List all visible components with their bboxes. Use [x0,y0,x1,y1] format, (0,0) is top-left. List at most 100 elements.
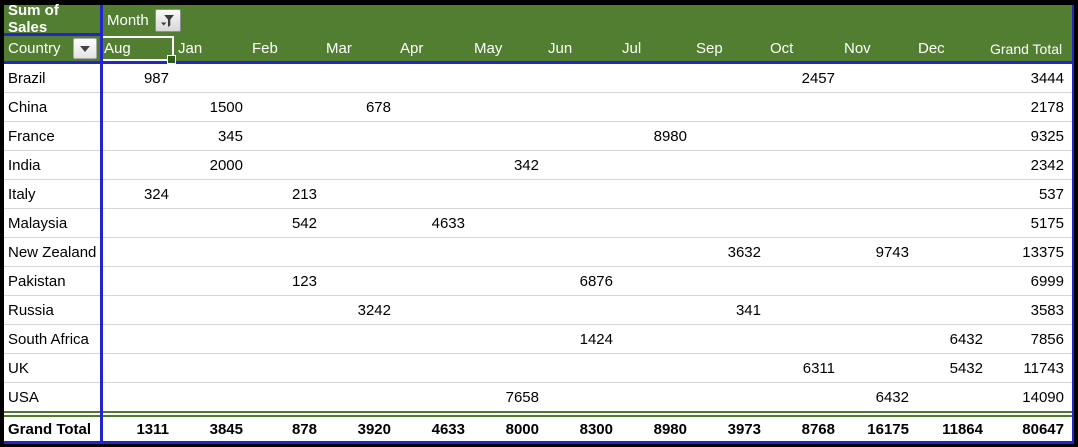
value-cell[interactable] [544,209,618,237]
value-cell[interactable] [174,209,248,237]
grand-total-value-cell[interactable]: 3920 [357,420,391,438]
value-cell[interactable] [692,209,766,237]
value-cell[interactable] [322,64,396,92]
row-total-cell[interactable]: 6999 [1030,272,1064,290]
row-total-cell[interactable]: 5175 [1030,214,1064,232]
value-cell[interactable] [100,209,174,237]
value-cell[interactable] [470,209,544,237]
value-cell[interactable] [618,354,692,382]
grand-total-value-cell[interactable]: 8980 [653,420,687,438]
value-cell[interactable]: 2457 [801,69,835,87]
grand-total-value-cell[interactable]: 8768 [801,420,835,438]
value-cell[interactable] [322,238,396,266]
column-header-dec[interactable]: Dec [918,40,945,57]
value-cell[interactable] [470,296,544,324]
value-cell[interactable] [692,383,766,411]
value-cell[interactable] [618,180,692,208]
value-cell[interactable] [914,296,988,324]
value-cell[interactable] [248,93,322,121]
column-field-cell[interactable]: Month [100,5,1072,36]
grand-total-value-cell[interactable]: 4633 [431,420,465,438]
value-cell[interactable] [692,180,766,208]
value-cell[interactable] [470,325,544,353]
value-cell[interactable]: 324 [143,185,169,203]
value-cell[interactable] [618,238,692,266]
value-cell[interactable]: 213 [291,185,317,203]
value-cell[interactable] [914,93,988,121]
value-cell[interactable] [692,93,766,121]
value-cell[interactable] [544,354,618,382]
value-cell[interactable] [470,122,544,150]
value-cell[interactable] [470,238,544,266]
value-cell[interactable] [396,383,470,411]
grand-total-value-cell[interactable]: 878 [291,420,317,438]
value-cell[interactable] [914,267,988,295]
value-cell[interactable] [100,267,174,295]
row-label-new-zealand[interactable]: New Zealand [8,243,97,261]
row-total-cell[interactable]: 13375 [1022,243,1064,261]
value-cell[interactable] [840,64,914,92]
value-cell[interactable] [470,354,544,382]
value-cell[interactable] [914,209,988,237]
value-cell[interactable] [174,238,248,266]
value-cell[interactable] [470,267,544,295]
grand-total-value-cell[interactable]: 3845 [209,420,243,438]
value-cell[interactable] [692,64,766,92]
value-cell[interactable] [618,383,692,411]
country-filter-dropdown[interactable] [73,38,97,59]
row-label-italy[interactable]: Italy [8,185,36,203]
value-cell[interactable]: 3242 [357,301,391,319]
value-cell[interactable] [544,93,618,121]
value-cell[interactable] [618,151,692,179]
value-cell[interactable] [618,93,692,121]
value-cell[interactable] [248,383,322,411]
column-header-aug[interactable]: Aug [100,36,176,64]
value-cell[interactable] [470,64,544,92]
value-cell[interactable] [766,122,840,150]
value-cell[interactable] [248,151,322,179]
value-cell[interactable] [840,151,914,179]
value-cell[interactable] [840,325,914,353]
value-cell[interactable] [248,122,322,150]
value-cell[interactable] [174,383,248,411]
column-header-jan[interactable]: Jan [178,40,203,57]
value-cell[interactable] [248,325,322,353]
value-cell[interactable] [322,383,396,411]
value-cell[interactable]: 6432 [875,388,909,406]
value-cell[interactable]: 9743 [875,243,909,261]
value-cell[interactable]: 7658 [505,388,539,406]
row-label-malaysia[interactable]: Malaysia [8,214,68,232]
column-header-jun[interactable]: Jun [548,40,573,57]
value-cell[interactable] [692,325,766,353]
value-cell[interactable] [544,122,618,150]
row-field-cell[interactable]: Country [4,36,100,61]
column-header-nov[interactable]: Nov [844,40,871,57]
row-label-south-africa[interactable]: South Africa [8,330,89,348]
value-cell[interactable] [766,267,840,295]
value-cell[interactable] [840,296,914,324]
row-label-russia[interactable]: Russia [8,301,54,319]
value-cell[interactable]: 1500 [209,98,243,116]
value-cell[interactable] [396,151,470,179]
value-cell[interactable] [322,209,396,237]
value-cell[interactable] [914,383,988,411]
value-cell[interactable] [174,296,248,324]
value-cell[interactable] [840,122,914,150]
month-filter-button[interactable] [154,9,181,32]
row-total-cell[interactable]: 11743 [1023,359,1064,377]
value-cell[interactable] [766,93,840,121]
row-label-india[interactable]: India [8,156,41,174]
value-cell[interactable]: 6311 [802,359,835,377]
value-cell[interactable] [322,267,396,295]
value-cell[interactable]: 123 [291,272,317,290]
value-cell[interactable] [322,354,396,382]
row-total-cell[interactable]: 9325 [1030,127,1064,145]
value-cell[interactable] [914,122,988,150]
value-cell[interactable] [100,122,174,150]
value-cell[interactable] [396,93,470,121]
value-cell[interactable] [174,180,248,208]
value-cell[interactable] [396,267,470,295]
value-cell[interactable]: 6876 [579,272,613,290]
value-cell[interactable] [100,296,174,324]
value-cell[interactable] [766,325,840,353]
